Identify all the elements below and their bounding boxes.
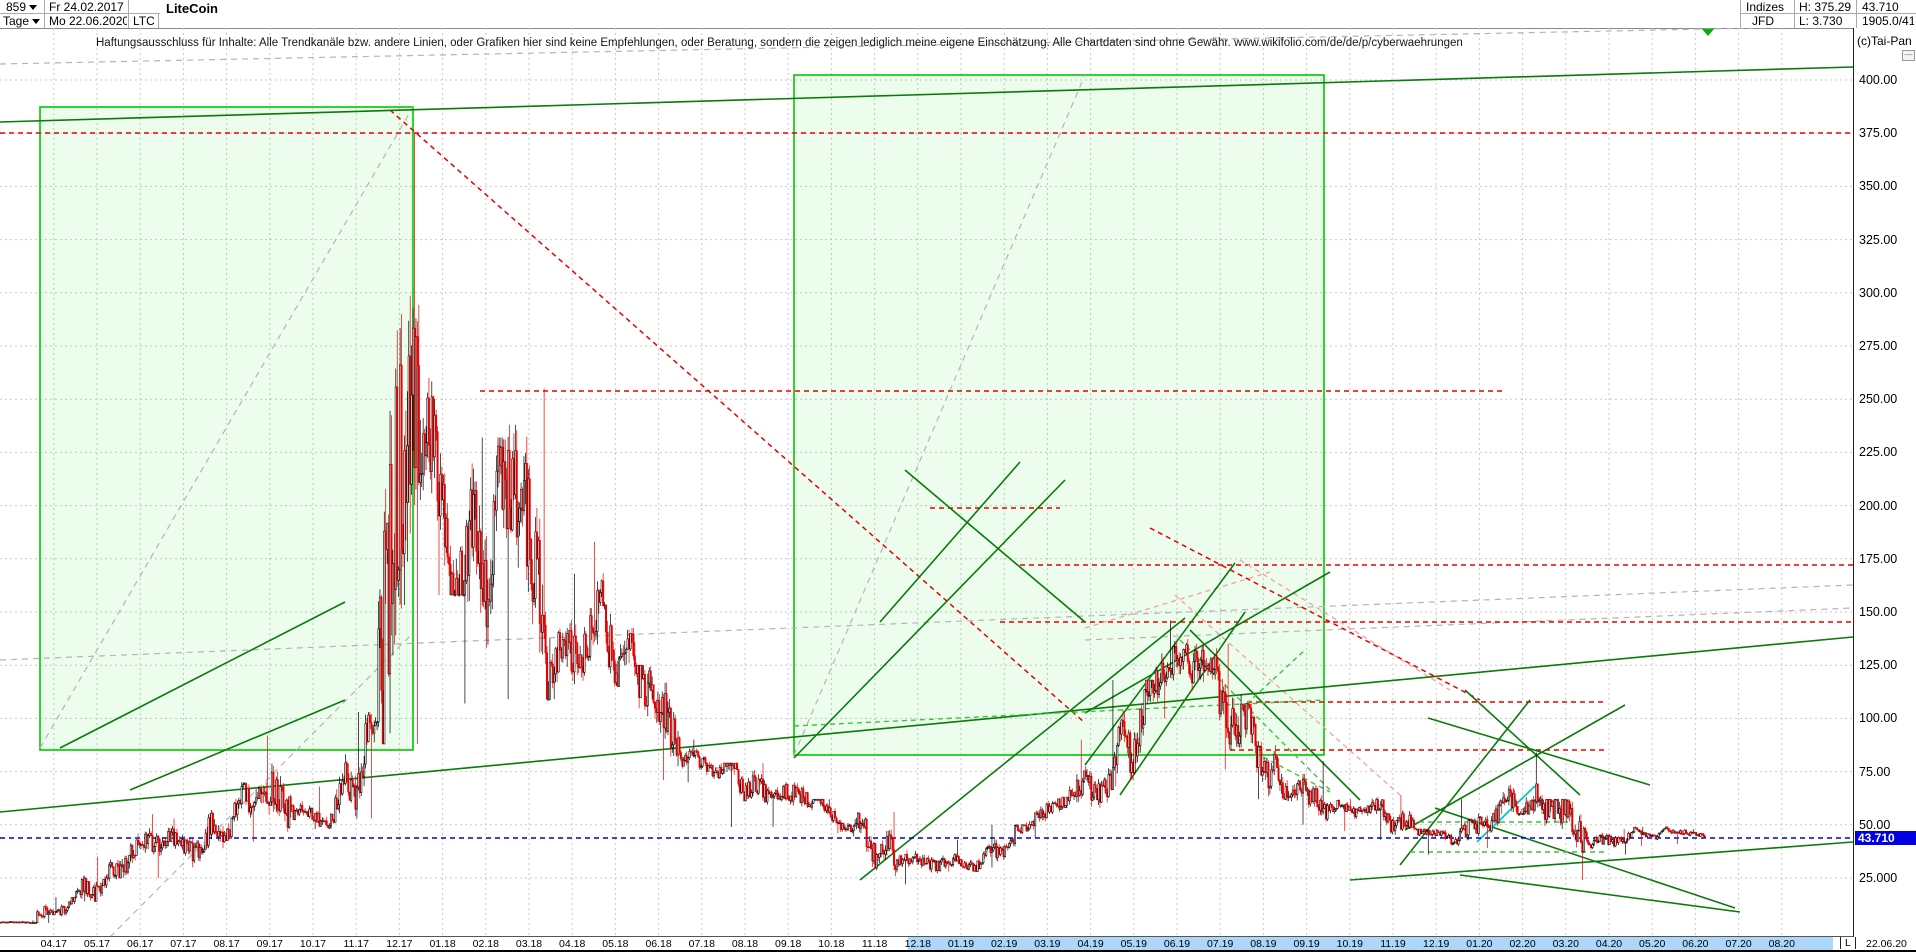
price-label: 75.00 [1859, 764, 1891, 779]
price-label: 325.00 [1859, 232, 1898, 247]
volume-info: 1905.0/41 [1862, 15, 1914, 28]
month-label: 07.20 [1725, 938, 1752, 950]
last-date-label: 22.06.20 [1866, 938, 1907, 950]
header-divider [128, 0, 129, 28]
month-label: 04.19 [1077, 938, 1104, 950]
price-label: 100.00 [1859, 711, 1898, 726]
price-label: 200.00 [1859, 498, 1898, 513]
header-divider [1794, 0, 1795, 28]
month-label: 07.17 [170, 938, 197, 950]
month-label: 01.18 [429, 938, 456, 950]
header-divider [44, 0, 45, 28]
month-label: 09.18 [775, 938, 802, 950]
range-high: H: 375.29 [1799, 1, 1852, 14]
price-label: 375.00 [1859, 126, 1898, 141]
grid [0, 28, 1853, 936]
month-label: 12.18 [904, 938, 931, 950]
header-divider [1740, 0, 1741, 28]
chart-header: 859 Tage Fr 24.02.2017 Mo 22.06.2020 LTC… [0, 0, 1916, 29]
period-count-dropdown[interactable]: 859 [6, 1, 40, 14]
x-axis-line [0, 936, 1853, 937]
group-label: Indizes [1746, 1, 1785, 14]
range-low: L: 3.730 [1799, 15, 1843, 28]
interval-l-label: L [1840, 937, 1856, 949]
price-label: 400.00 [1859, 73, 1898, 87]
collapse-icon[interactable]: — [1902, 50, 1915, 61]
header-divider [1740, 13, 1916, 14]
month-label: 01.19 [947, 938, 975, 950]
trend-channel-boxes [39, 74, 1325, 756]
month-label: 10.18 [818, 938, 845, 950]
instrument-title: LiteCoin [166, 2, 218, 15]
month-label: 06.19 [1163, 938, 1191, 950]
price-label: 250.00 [1859, 392, 1898, 407]
time-axis[interactable]: 04.17 05.17 06.17 07.17 08.17 09.17 10.17 11.17… [0, 937, 1916, 950]
month-label: 07.19 [1207, 938, 1234, 950]
price-label: 300.00 [1859, 285, 1898, 300]
price-label: 150.00 [1859, 605, 1898, 619]
month-label: 06.20 [1682, 938, 1709, 950]
month-label: 07.18 [688, 938, 715, 950]
month-label: 01.20 [1466, 938, 1493, 950]
month-label: 09.19 [1293, 938, 1320, 950]
month-label: 05.19 [1120, 938, 1147, 950]
price-label: 175.00 [1859, 551, 1898, 566]
month-label: 05.18 [602, 938, 629, 950]
chart-canvas[interactable] [0, 28, 1853, 937]
price-scale[interactable]: (c)Tai-Pan — 400.00 375.00 350.00 325.00 300… [1853, 28, 1916, 938]
month-label: 04.18 [559, 938, 586, 950]
current-price-tag: 43.710 [1855, 831, 1916, 846]
price-label: 275.00 [1859, 339, 1898, 353]
month-label: 08.18 [731, 938, 759, 950]
month-label: 04.20 [1595, 938, 1623, 950]
date-to[interactable]: Mo 22.06.2020 [49, 15, 127, 28]
price-label: 50.00 [1859, 817, 1891, 832]
month-label: 02.20 [1509, 938, 1536, 950]
month-label: 08.20 [1768, 938, 1795, 950]
month-label: 11.19 [1380, 938, 1406, 950]
price-label: 225.00 [1859, 445, 1898, 460]
chevron-down-icon [32, 19, 41, 25]
time-axis-selection[interactable] [908, 937, 1833, 950]
month-label: 05.17 [83, 938, 111, 950]
header-divider [0, 13, 160, 14]
chevron-down-icon [29, 5, 38, 11]
month-label: 12.17 [386, 938, 413, 950]
month-label: 08.19 [1250, 938, 1277, 950]
copyright-label: (c)Tai-Pan [1857, 34, 1912, 48]
date-from[interactable]: Fr 24.02.2017 [49, 1, 124, 14]
disclaimer-text: Haftungsausschluss für Inhalte: Alle Tre… [96, 37, 1463, 49]
period-unit-dropdown[interactable]: Tage [3, 15, 41, 28]
month-label: 11.18 [861, 938, 888, 950]
month-label: 06.18 [645, 938, 672, 950]
month-label: 05.20 [1639, 938, 1666, 950]
month-label: 10.17 [299, 938, 327, 950]
header-divider [1856, 0, 1857, 28]
month-label: 03.19 [1034, 938, 1061, 950]
month-label: 03.18 [515, 938, 543, 950]
month-label: 11.17 [343, 938, 369, 950]
month-label: 06.17 [127, 938, 154, 950]
month-label: 12.19 [1423, 938, 1450, 950]
month-label: 04.17 [40, 938, 67, 950]
header-divider [158, 14, 159, 28]
month-label: 03.20 [1552, 938, 1579, 950]
month-label: 10.19 [1336, 938, 1363, 950]
marker-triangle-icon [1702, 29, 1714, 36]
symbol-label: LTC [133, 15, 155, 28]
price-label: 25.000 [1859, 871, 1898, 885]
month-label: 02.19 [991, 938, 1018, 950]
window-bottom-border [0, 950, 1916, 952]
last-price: 43.710 [1862, 1, 1899, 14]
price-label: 350.00 [1859, 179, 1898, 194]
month-label: 09.17 [256, 938, 283, 950]
month-label: 02.18 [472, 938, 499, 950]
month-label: 08.17 [213, 938, 240, 950]
provider-label: JFD [1752, 15, 1774, 28]
candles [0, 133, 1706, 924]
price-label: 125.00 [1859, 658, 1898, 673]
